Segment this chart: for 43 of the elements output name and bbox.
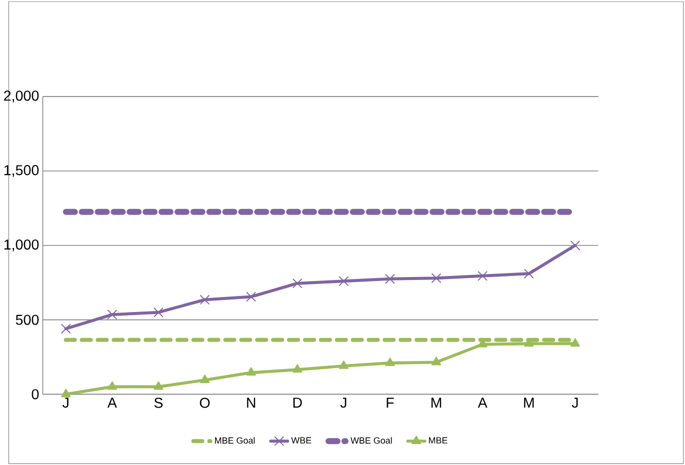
point [246, 367, 256, 376]
x-tick-label: M [431, 398, 442, 408]
y-tick-label: 1,500 [4, 164, 39, 177]
point [292, 278, 302, 288]
x-tick-label: J [62, 398, 68, 408]
point [570, 338, 580, 346]
legend-label: MBE Goal [215, 436, 255, 444]
point [570, 240, 580, 250]
x-tick-label: S [154, 398, 163, 408]
point [524, 268, 534, 278]
x-tick-label: N [247, 398, 256, 408]
point [154, 381, 164, 390]
y-tick-label: 1,000 [4, 239, 39, 252]
point [61, 388, 71, 398]
x-tick-label: J [340, 398, 346, 408]
x-tick-label: M [524, 398, 534, 408]
legend-label: MBE [429, 437, 448, 444]
point [246, 292, 256, 302]
point [338, 360, 349, 369]
y-tick-label: 500 [16, 314, 39, 325]
point [432, 273, 442, 283]
y-tick-label: 0 [32, 389, 39, 400]
point [107, 310, 117, 320]
x-tick-label: A [107, 398, 117, 408]
x-tick-label: O [200, 398, 210, 408]
x-tick-label: J [572, 398, 578, 408]
x-tick-label: A [478, 398, 488, 408]
x-tick-label: F [386, 398, 394, 408]
point [385, 357, 395, 366]
point [338, 276, 348, 286]
y-tick-label: 2,000 [4, 90, 39, 102]
legend-label: WBE [291, 437, 312, 444]
point [154, 307, 164, 317]
point [200, 374, 210, 383]
point [107, 381, 118, 390]
point [292, 364, 302, 373]
point [431, 356, 442, 366]
point [61, 324, 71, 334]
point [385, 274, 395, 284]
legend-label: WBE Goal [350, 436, 392, 444]
x-tick-label: D [293, 398, 302, 408]
point [200, 294, 210, 304]
point [478, 271, 488, 280]
